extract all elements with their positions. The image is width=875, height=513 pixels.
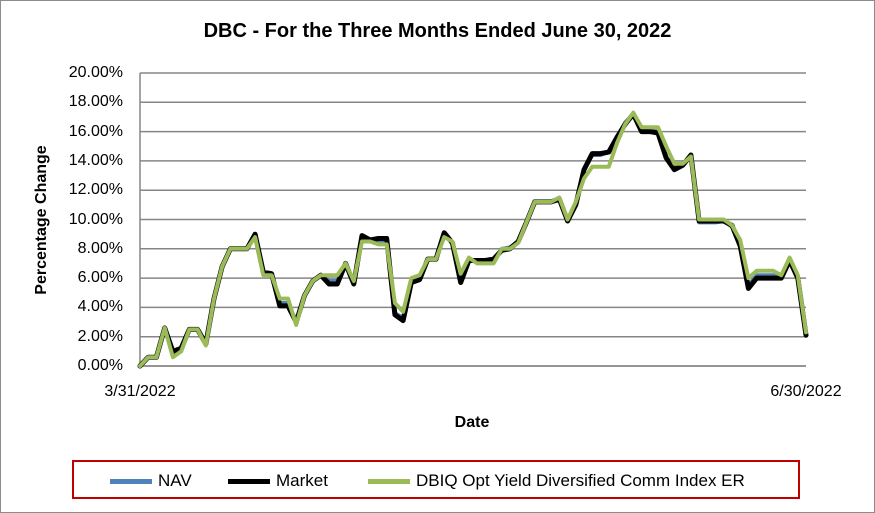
y-tick-label: 18.00%: [68, 93, 123, 111]
y-tick-label: 10.00%: [68, 210, 123, 228]
legend-item-nav: NAV: [110, 471, 192, 491]
series-line-dbiq: [138, 110, 808, 368]
legend-item-market: Market: [228, 471, 328, 491]
x-tick-label-start: 3/31/2022: [104, 383, 176, 400]
legend-label-nav: NAV: [158, 471, 192, 490]
y-tick-label: 6.00%: [77, 269, 123, 287]
series-line-nav: [138, 112, 808, 368]
legend-swatch-nav: [110, 478, 152, 484]
legend-swatch-market: [228, 478, 270, 484]
x-tick-label-end: 6/30/2022: [770, 383, 842, 400]
legend-swatch-index: [368, 478, 410, 484]
y-tick-label: 4.00%: [77, 298, 123, 316]
y-tick-label: 8.00%: [77, 239, 123, 257]
legend-label-index: DBIQ Opt Yield Diversified Comm Index ER: [416, 471, 745, 490]
legend-item-index: DBIQ Opt Yield Diversified Comm Index ER: [368, 471, 745, 491]
series-line-market: [137, 111, 809, 369]
legend-label-market: Market: [276, 471, 328, 490]
y-tick-label: 16.00%: [68, 122, 123, 140]
y-tick-label: 14.00%: [68, 151, 123, 169]
y-tick-label: 12.00%: [68, 181, 123, 199]
chart-title: DBC - For the Three Months Ended June 30…: [203, 20, 672, 42]
legend: NAV Market DBIQ Opt Yield Diversified Co…: [72, 460, 800, 499]
y-tick-label: 2.00%: [77, 327, 123, 345]
y-tick-label: 20.00%: [68, 64, 123, 81]
y-tick-label: 0.00%: [77, 357, 123, 374]
x-axis-label: Date: [454, 414, 490, 431]
